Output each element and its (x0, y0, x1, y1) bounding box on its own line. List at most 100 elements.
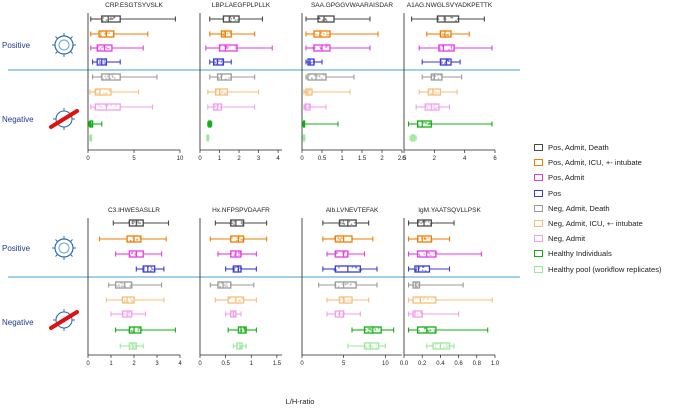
box-iqr (317, 15, 335, 23)
data-point (221, 62, 224, 65)
data-point (233, 314, 236, 317)
data-point (224, 285, 227, 287)
x-tick-label: 0.5 (318, 156, 327, 162)
data-point (305, 104, 308, 107)
data-point (429, 122, 432, 125)
x-tick-label: 0.4 (436, 361, 445, 367)
box-iqr (218, 44, 238, 52)
box-9 (347, 342, 386, 350)
data-point (235, 345, 238, 348)
data-point (95, 92, 98, 95)
data-point (437, 91, 440, 94)
data-point (342, 253, 344, 256)
data-point (229, 222, 232, 225)
box-8 (227, 326, 257, 334)
data-point (223, 32, 226, 35)
data-point (414, 283, 417, 286)
data-point (309, 91, 312, 94)
data-point (128, 314, 131, 317)
box-iqr (101, 15, 121, 23)
panel-title: CRP.ESGTSYVSLK (105, 2, 163, 9)
box-7 (415, 103, 451, 111)
data-point (90, 124, 93, 127)
data-point (105, 19, 108, 22)
data-point (435, 251, 438, 254)
legend-label: Pos, Admit (548, 173, 585, 183)
data-point (109, 77, 112, 80)
data-point (333, 268, 336, 270)
data-point (375, 347, 378, 349)
data-point (103, 61, 106, 64)
data-point (434, 346, 437, 349)
x-tick-label: 4 (276, 156, 280, 162)
data-point (232, 266, 235, 269)
data-point (441, 74, 444, 77)
data-point (98, 60, 101, 62)
data-point (439, 48, 442, 51)
box-4 (305, 58, 323, 66)
box-iqr (313, 30, 331, 38)
data-point (437, 77, 440, 80)
legend-item: Healthy Individuals (534, 246, 684, 261)
data-point (230, 17, 233, 20)
data-point (240, 329, 242, 332)
data-point (436, 343, 439, 345)
data-point (100, 60, 103, 63)
box-iqr (94, 88, 112, 96)
data-point (443, 34, 446, 37)
data-point (447, 33, 450, 36)
data-point (219, 92, 222, 95)
data-point (227, 76, 230, 79)
box-9 (409, 134, 417, 142)
data-point (421, 237, 424, 240)
data-point (113, 77, 116, 79)
data-point (446, 59, 449, 61)
data-point (425, 105, 428, 108)
data-point (418, 282, 421, 285)
data-point (439, 74, 442, 77)
data-point (241, 238, 244, 241)
data-point (100, 106, 103, 108)
data-point (428, 104, 430, 107)
data-point (235, 45, 237, 48)
box-iqr (216, 73, 232, 81)
data-point (434, 75, 436, 78)
data-point (128, 330, 131, 333)
x-tick-label: 5 (342, 361, 346, 367)
data-point (220, 60, 223, 63)
data-point (334, 282, 336, 285)
data-point (323, 32, 325, 35)
data-point (218, 282, 220, 285)
box-iqr (114, 281, 133, 289)
data-point (133, 297, 136, 299)
data-point (434, 330, 436, 333)
data-point (97, 92, 100, 95)
legend-item: Pos, Admit, ICU, +- intubate (534, 155, 684, 170)
data-point (414, 297, 417, 300)
box-8 (207, 120, 213, 128)
data-point (412, 284, 415, 287)
data-point (359, 269, 362, 272)
data-point (420, 311, 422, 314)
box-8 (302, 120, 339, 128)
data-point (241, 297, 244, 300)
box-iqr (430, 73, 443, 81)
x-tick-label: 2 (433, 156, 437, 162)
box-4 (225, 265, 257, 273)
box-3 (326, 250, 366, 258)
data-point (430, 222, 433, 225)
box-iqr (416, 235, 432, 243)
data-point (129, 254, 132, 257)
box-7 (303, 103, 327, 111)
data-point (306, 78, 309, 80)
box-5 (407, 281, 464, 289)
x-tick-label: 2 (380, 156, 384, 162)
data-point (417, 221, 420, 224)
data-point (218, 60, 220, 63)
data-point (303, 122, 305, 125)
data-point (433, 328, 436, 331)
data-point (239, 347, 242, 349)
data-point (139, 222, 142, 224)
data-point (426, 251, 429, 254)
data-point (370, 330, 373, 332)
